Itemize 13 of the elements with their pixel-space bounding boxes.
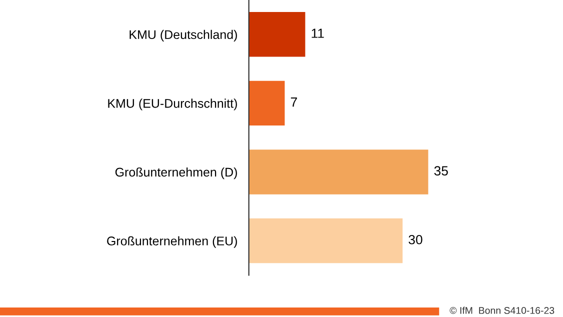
data-label: 11 [312, 28, 324, 38]
y-tick-label: Großunternehmen (EU) [107, 236, 237, 248]
bar [248, 12, 306, 57]
bar [248, 218, 403, 264]
data-label: 7 [290, 98, 297, 107]
text: © IfM Bonn S410-16-23 [450, 306, 554, 314]
y-tick-label: Großunternehmen (D) [115, 167, 237, 180]
bar [248, 80, 285, 126]
data-label: 30 [408, 234, 422, 244]
bar [248, 150, 428, 194]
y-tick-label: KMU (Deutschland) [130, 30, 237, 42]
data-label: 35 [434, 166, 448, 176]
y-tick-label: KMU (EU-Durchschnitt) [108, 98, 237, 110]
